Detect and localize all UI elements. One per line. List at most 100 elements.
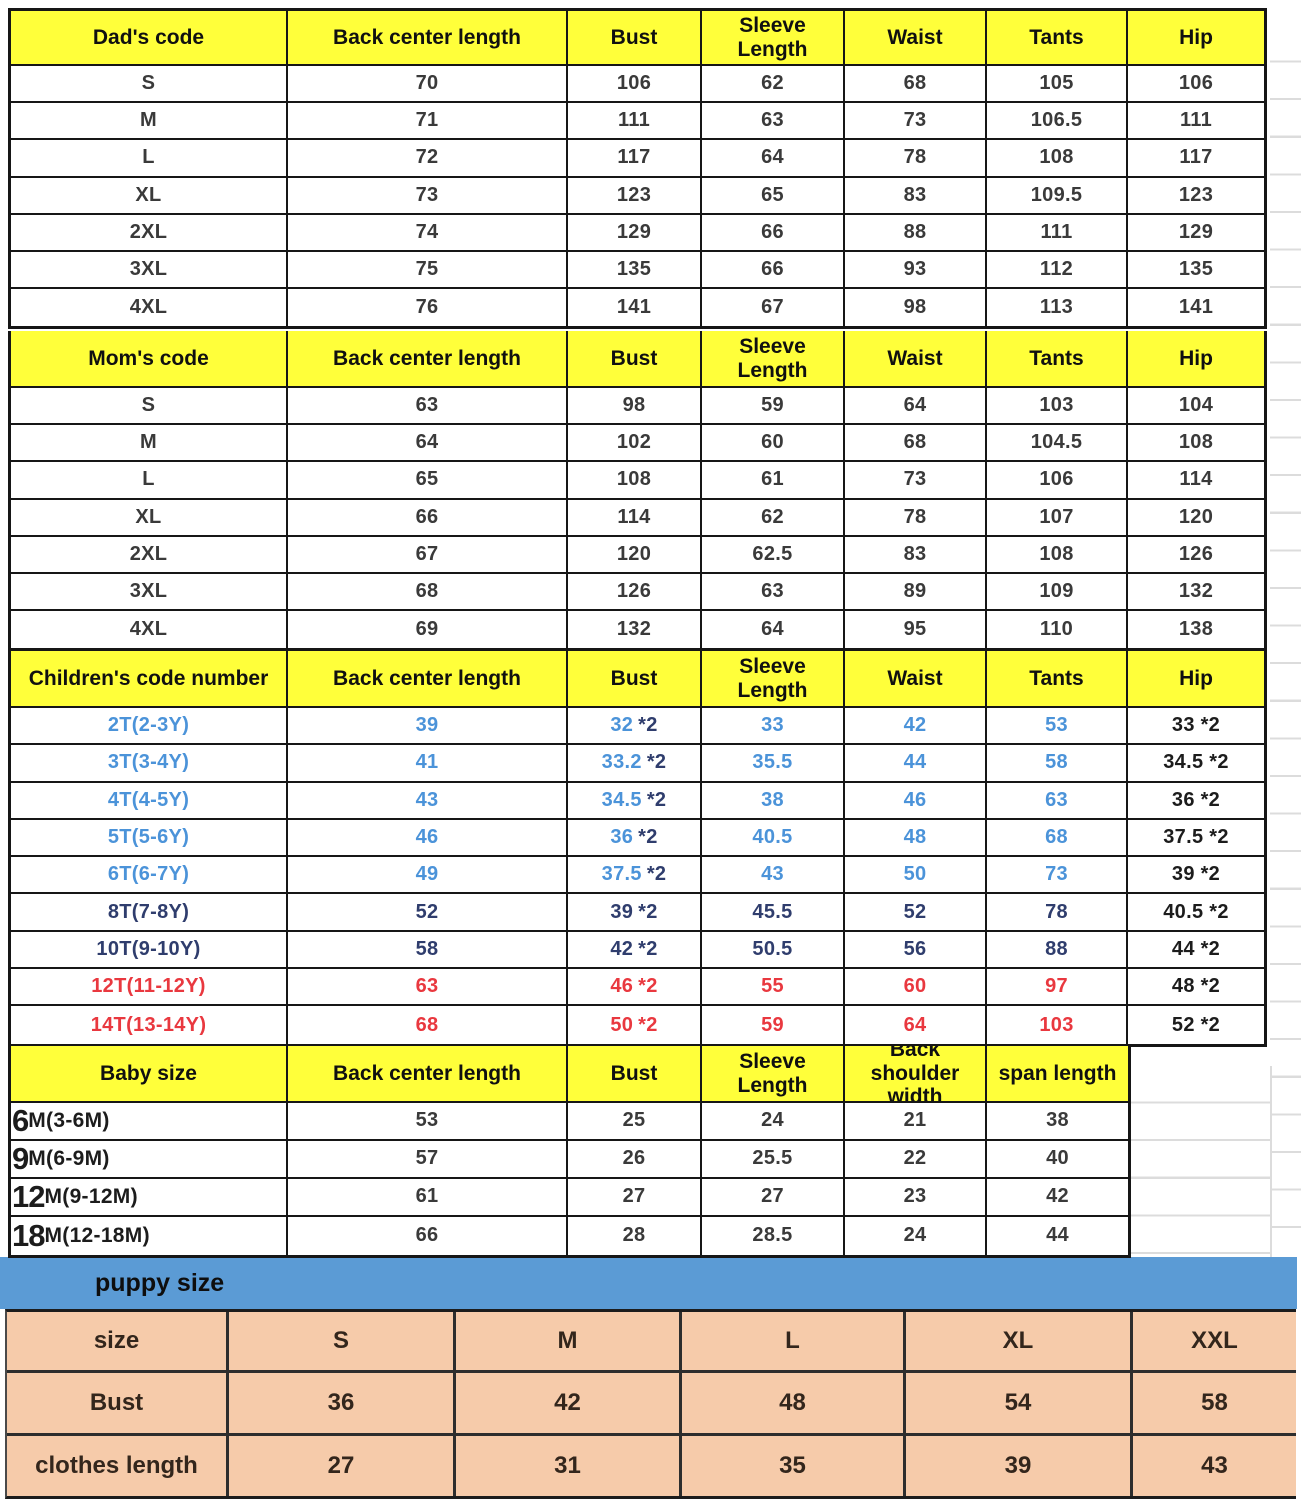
row-label: 3XL xyxy=(11,251,288,290)
value-cell: 68 xyxy=(845,66,987,104)
col-header: Sleeve Length xyxy=(702,331,845,388)
value-cell: 27 xyxy=(568,1178,702,1217)
row-label-text: M(6-9M) xyxy=(28,1146,110,1170)
col-header: Children's code number xyxy=(11,651,288,708)
value-cell: 34.5 *2 xyxy=(568,782,702,820)
row-label: 2T(2-3Y) xyxy=(11,708,288,746)
value-cell: 44 xyxy=(1046,1224,1069,1247)
col-header: Hip xyxy=(1128,331,1264,388)
value-cell: 109.5 xyxy=(987,177,1128,215)
puppy-row-label: Bust xyxy=(7,1373,229,1436)
value-cell: 62 xyxy=(702,66,845,104)
value-cell: 78 xyxy=(845,499,987,537)
value-cell: 135 xyxy=(568,251,702,290)
value-cell: 33 xyxy=(702,708,845,746)
value-cell: 132 xyxy=(568,611,702,649)
row-label: M xyxy=(11,425,288,463)
value-cell: 48 xyxy=(845,819,987,858)
value-cell: 67 xyxy=(288,536,568,574)
value-cell: 112 xyxy=(987,251,1128,290)
puppy-row-label: size xyxy=(7,1312,229,1373)
value-cell: 132 xyxy=(1128,574,1264,612)
value-cell: 73 xyxy=(845,462,987,500)
row-label: 12 M(9-12M) xyxy=(11,1178,288,1217)
times-two-suffix: *2 xyxy=(638,975,658,998)
value-cell: 60 xyxy=(702,425,845,463)
puppy-value-cell: 36 xyxy=(229,1373,456,1436)
value-cell: 74 xyxy=(288,214,568,252)
value-cell: 117 xyxy=(568,140,702,178)
value-cell: 45.5 xyxy=(702,894,845,932)
col-header: Sleeve Length xyxy=(702,11,845,66)
value-cell: 95 xyxy=(845,611,987,649)
row-label: XL xyxy=(11,499,288,537)
value-cell: 39 *2 xyxy=(568,894,702,932)
col-header: Back center length xyxy=(288,331,568,388)
value-cell: 62 xyxy=(702,499,845,537)
value-cell: 89 xyxy=(845,573,987,612)
times-two-suffix: *2 xyxy=(638,826,658,849)
col-header: Hip xyxy=(1128,651,1264,708)
row-label: 4T(4-5Y) xyxy=(11,782,288,820)
value-cell: 36 *2 xyxy=(1128,783,1264,820)
value-cell: 37.5 *2 xyxy=(568,857,702,895)
value-cell: 46 *2 xyxy=(568,969,702,1007)
value-cell: 68 xyxy=(987,819,1128,858)
value-cell: 138 xyxy=(1178,618,1214,641)
value-cell: 123 xyxy=(1128,178,1264,215)
value-cell: 64 xyxy=(702,611,845,649)
value-cell: 56 xyxy=(845,931,987,970)
value-cell: 106 xyxy=(1128,66,1264,104)
value-cell: 25 xyxy=(568,1103,702,1141)
value-cell: 40 xyxy=(987,1141,1128,1179)
col-header: Tants xyxy=(987,651,1128,708)
empty-grid-area xyxy=(1131,1066,1272,1257)
col-header: Waist xyxy=(845,651,987,708)
value-cell: 66 xyxy=(288,499,568,537)
row-label: 10T(9-10Y) xyxy=(11,931,288,970)
value-cell: 40.5 *2 xyxy=(1128,894,1264,932)
bust-value: 34.5 xyxy=(601,788,642,811)
row-label: XL xyxy=(11,177,288,215)
value-cell: 35.5 xyxy=(702,745,845,783)
value-cell: 108 xyxy=(1128,425,1264,463)
value-cell: 53 xyxy=(288,1103,568,1141)
puppy-col-header: XL xyxy=(906,1312,1133,1373)
value-cell: 108 xyxy=(987,140,1128,178)
value-cell: 44 xyxy=(845,745,987,783)
value-cell: 63 xyxy=(288,388,568,426)
puppy-value-cell: 31 xyxy=(456,1436,682,1496)
row-label: M xyxy=(11,103,288,141)
value-cell: 106 xyxy=(987,462,1128,500)
value-cell: 64 xyxy=(845,388,987,426)
value-cell: 53 xyxy=(987,708,1128,746)
value-cell: 46 xyxy=(288,819,568,858)
value-cell: 88 xyxy=(845,214,987,252)
value-cell: 129 xyxy=(568,214,702,252)
row-label: 6 M(3-6M) xyxy=(11,1103,288,1141)
col-header: Sleeve Length xyxy=(702,1046,845,1103)
col-header: Bust xyxy=(568,11,702,66)
value-cell: 27 xyxy=(702,1178,845,1217)
bust-value: 36 xyxy=(610,826,634,849)
value-cell: 141 xyxy=(1178,296,1214,319)
row-label: 4XL xyxy=(11,289,288,327)
value-cell: 102 xyxy=(568,425,702,463)
value-cell: 78 xyxy=(845,140,987,178)
value-cell: 57 xyxy=(288,1140,568,1179)
puppy-value-cell: 42 xyxy=(456,1373,682,1436)
row-label: 12T(11-12Y) xyxy=(11,969,288,1007)
value-cell: 66 xyxy=(702,251,845,290)
col-header: Bust xyxy=(568,331,702,388)
value-cell: 68 xyxy=(845,425,987,463)
value-cell: 104 xyxy=(1128,388,1264,426)
col-header: Back center length xyxy=(288,11,568,66)
value-cell: 42 *2 xyxy=(568,931,702,970)
puppy-row-label: clothes length xyxy=(7,1436,229,1496)
value-cell: 58 xyxy=(288,931,568,970)
value-cell: 111 xyxy=(568,103,702,141)
col-header: Tants xyxy=(987,11,1128,66)
value-cell: 76 xyxy=(288,289,568,327)
value-cell: 58 xyxy=(987,745,1128,783)
